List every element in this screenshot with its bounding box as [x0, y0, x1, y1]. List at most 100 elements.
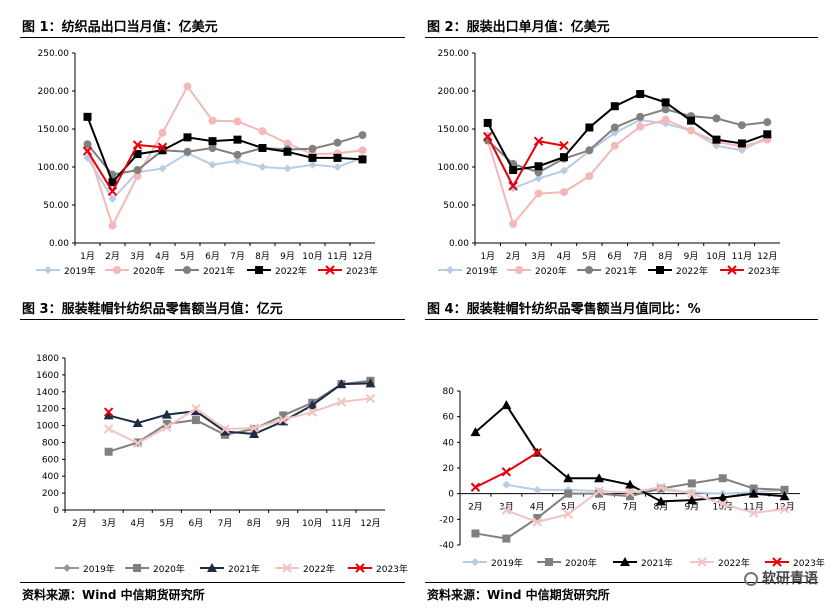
fig4-point-fig4_2022 — [563, 509, 573, 519]
fig3-xtick-label: 7月 — [218, 518, 233, 529]
fig3-legend-marker-fig3_2021-shape — [207, 563, 217, 572]
fig4-point-2023 — [470, 482, 481, 492]
fig3-point-2023-stroke-b — [103, 407, 114, 417]
fig2-point-2020 — [559, 188, 568, 197]
fig2-point-2023 — [533, 136, 544, 146]
fig1-point-2019 — [208, 160, 217, 169]
fig1-point-2023 — [82, 146, 93, 156]
fig1-point-2021-shape — [233, 150, 242, 159]
fig4-title: 图 4：服装鞋帽针纺织品零售额当月值同比：% — [427, 302, 701, 317]
fig4-point-fig4_2020 — [595, 489, 604, 498]
fig1-point-2020-shape — [133, 172, 142, 181]
fig2-point-2021-shape — [712, 114, 721, 123]
fig2-point-2022 — [636, 90, 645, 99]
fig1-point-2020 — [258, 127, 267, 136]
fig3-xtick-label: 12月 — [360, 518, 380, 529]
fig3-ytick-label: 1800 — [36, 354, 59, 364]
fig3-point-fig3_2022 — [365, 393, 376, 404]
fig4-point-fig4_2021 — [686, 495, 697, 505]
fig4-point-fig4_2019 — [502, 480, 511, 489]
fig4-point-fig4_2020 — [502, 534, 511, 543]
fig2-point-2021 — [712, 114, 721, 123]
fig1-point-2022 — [308, 153, 317, 162]
fig4-point-fig4_2022-stroke-b — [501, 505, 512, 516]
fig2-point-2022 — [737, 139, 746, 148]
fig1-ytick-label: 200.00 — [38, 87, 70, 97]
fig3-legend-label-fig3_2022: 2022年 — [303, 563, 335, 575]
fig1-point-2019 — [233, 156, 242, 165]
fig1-point-2020 — [358, 146, 367, 155]
fig1-point-2021 — [133, 166, 142, 175]
fig1-point-2020 — [233, 117, 242, 126]
fig2-point-2020 — [687, 126, 696, 135]
fig1-xtick-label: 5月 — [180, 251, 195, 262]
fig1-point-2021-shape — [358, 131, 367, 140]
fig1-point-2019-shape — [158, 164, 167, 173]
fig1-series-line-2021 — [86, 134, 363, 176]
fig1-ytick-label: 0.00 — [49, 239, 69, 249]
fig1-legend-marker-2023-stroke-b — [325, 265, 335, 275]
fig4-point-fig4_2021-shape — [594, 473, 605, 483]
fig4-point-fig4_2021-shape — [563, 473, 574, 483]
fig2-point-2020-shape — [585, 172, 594, 181]
fig3-point-fig3_2021-shape — [249, 429, 260, 438]
fig4-point-fig4_2022-stroke-b — [718, 499, 728, 509]
fig1-point-2019-shape — [208, 160, 217, 169]
fig4-ytick-label: 0 — [448, 490, 454, 500]
fig3-point-fig3_2021 — [161, 409, 172, 419]
fig3-point-fig3_2021 — [103, 410, 114, 420]
fig3-point-fig3_2021-shape — [161, 409, 172, 419]
fig1-point-2022-shape — [83, 112, 92, 121]
fig1-point-2020 — [158, 128, 167, 137]
fig4-point-fig4_2020 — [626, 492, 634, 501]
fig4-legend-label-2023: 2023年 — [793, 557, 825, 569]
fig3-legend-label-fig3_2021: 2021年 — [228, 563, 260, 575]
fig4-xtick-label: 7月 — [623, 502, 638, 513]
fig4-legend-marker-fig4_2020 — [545, 558, 553, 566]
fig2-point-2020-shape — [687, 126, 696, 135]
fig4-point-2023-stroke-b — [470, 482, 481, 492]
fig1-point-2022 — [283, 147, 292, 156]
fig3-point-fig3_2022-stroke-b — [162, 422, 172, 432]
fig1-point-2020-shape — [283, 139, 292, 148]
fig4-point-fig4_2021-shape — [625, 479, 635, 489]
fig1-point-2022-shape — [208, 137, 217, 146]
fig3-point-fig3_2020 — [191, 416, 200, 425]
fig2-point-2023 — [559, 141, 569, 151]
fig2-point-2021-shape — [585, 146, 594, 155]
fig4-point-fig4_2020 — [749, 484, 758, 493]
watermark: 软研青语 — [744, 568, 818, 588]
fig1-legend-marker-2020 — [113, 266, 121, 274]
fig4-legend-marker-2023 — [772, 557, 782, 567]
fig1-point-2020 — [208, 116, 217, 125]
fig4-point-fig4_2020-shape — [626, 492, 634, 501]
fig4-ytick-label: 80 — [443, 387, 455, 397]
fig4-point-fig4_2021-shape — [501, 400, 512, 410]
fig2-point-2020-shape — [636, 122, 645, 131]
fig3-point-fig3_2022 — [220, 424, 230, 434]
fig2-point-2019-shape — [509, 184, 518, 193]
fig1-legend-label-2023: 2023年 — [346, 265, 378, 277]
fig1-xtick-label: 9月 — [280, 251, 295, 262]
fig1-legend-label-2020: 2020年 — [133, 265, 165, 277]
fig2-point-2023 — [483, 131, 493, 142]
fig1-point-2020 — [108, 221, 117, 230]
fig2-point-2023-stroke-b — [533, 136, 544, 146]
fig1-xtick-label: 8月 — [255, 251, 270, 262]
fig2-point-2022-shape — [585, 123, 594, 132]
fig4-xtick-label: 2月 — [468, 502, 483, 513]
fig1-point-2022-shape — [233, 135, 242, 144]
fig3-series-line-fig3_2021 — [108, 382, 371, 436]
fig1-title: 图 1：纺织品出口当月值：亿美元 — [22, 20, 218, 35]
fig4-legend-marker-fig4_2019-shape — [471, 558, 479, 566]
fig2-point-2022 — [585, 123, 594, 132]
fig3-point-fig3_2022 — [103, 424, 114, 434]
fig3-point-fig3_2022-stroke-b — [336, 397, 347, 407]
fig3-xtick-label: 2月 — [72, 518, 87, 529]
fig1-legend-marker-2021 — [183, 266, 191, 274]
fig3-ytick-label: 600 — [42, 455, 59, 465]
fig4-xtick-label: 11月 — [743, 502, 763, 513]
fig2-point-2022-shape — [636, 90, 645, 99]
fig1-point-2023 — [157, 142, 168, 152]
fig3-point-fig3_2022 — [307, 407, 317, 417]
